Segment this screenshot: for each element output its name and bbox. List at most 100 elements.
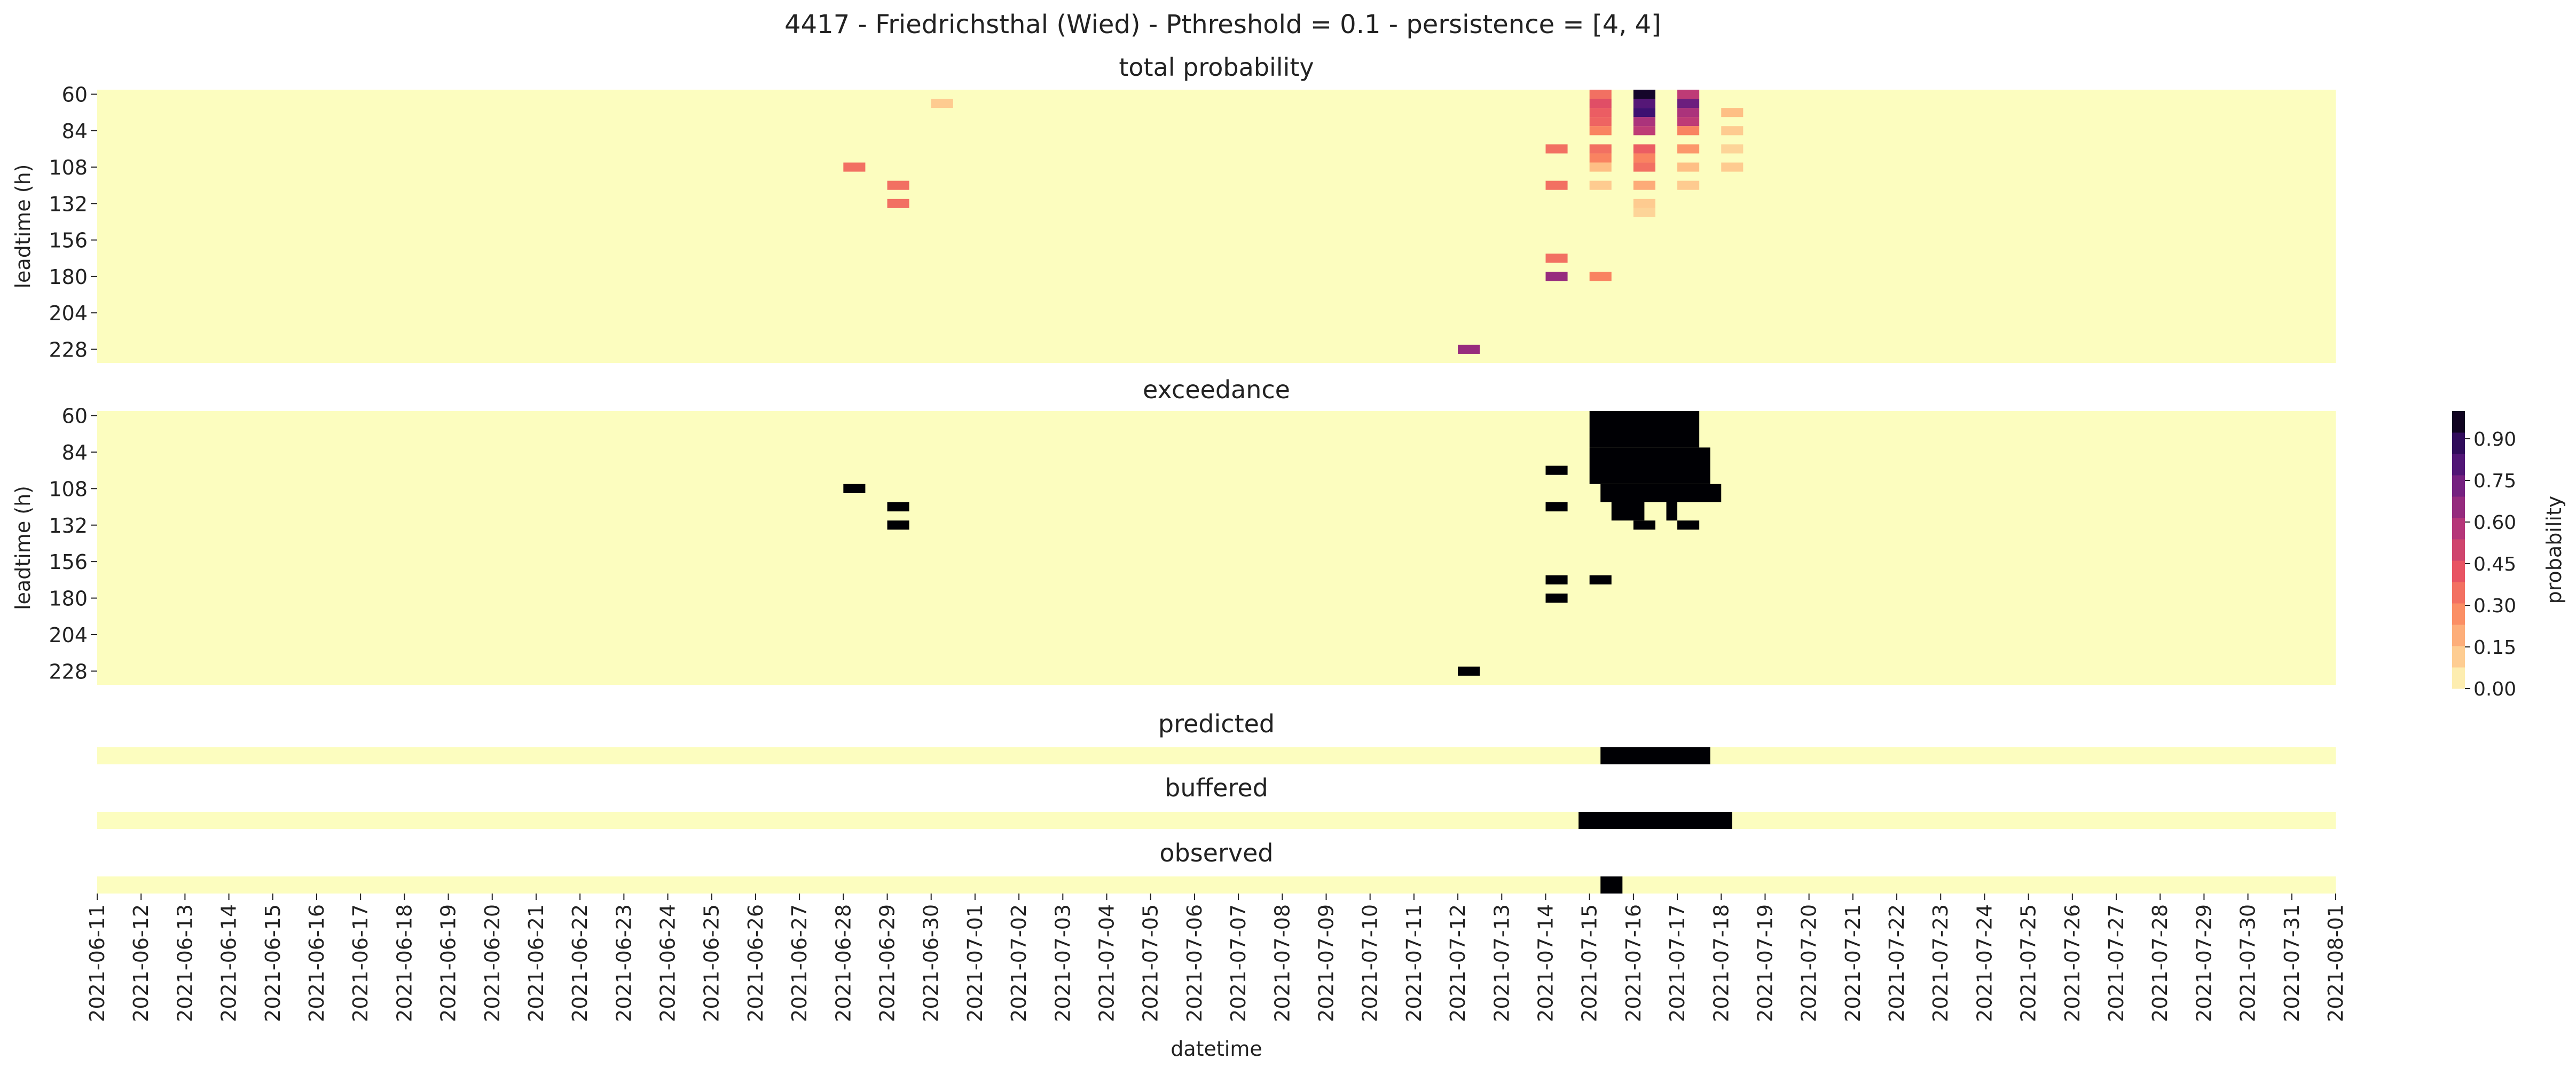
x-tick-label: 2021-07-30 (2236, 904, 2260, 1022)
heatmap-cell (1589, 99, 1612, 108)
heatmap-cell (1589, 126, 1612, 136)
x-tick-label: 2021-07-16 (1622, 904, 1645, 1022)
heatmap-cell (887, 502, 909, 512)
heatmap-cell (1721, 126, 1743, 136)
x-tick-label: 2021-07-06 (1183, 904, 1206, 1022)
heatmap-cell (843, 484, 866, 493)
y-axis-label: leadtime (h) (11, 486, 35, 610)
colorbar-tick-label: 0.15 (2473, 637, 2516, 659)
x-tick-label: 2021-06-15 (261, 904, 285, 1022)
heatmap-cell (1633, 162, 1655, 172)
y-tick-label: 204 (49, 302, 88, 325)
colorbar-label: probability (2542, 496, 2566, 604)
y-tick-label: 108 (49, 156, 88, 179)
heatmap-cell (1545, 144, 1568, 154)
heatmap-cell (1633, 117, 1655, 127)
event-segment (1578, 812, 1732, 829)
heatmap-cell (1633, 208, 1655, 217)
x-tick-label: 2021-06-28 (831, 904, 855, 1022)
x-tick-label: 2021-07-12 (1446, 904, 1470, 1022)
colorbar-tick-label: 0.30 (2473, 595, 2516, 617)
x-tick-label: 2021-07-09 (1314, 904, 1338, 1022)
x-tick-label: 2021-07-29 (2192, 904, 2216, 1022)
colorbar-level (2452, 625, 2465, 646)
y-tick-label: 180 (49, 265, 88, 289)
x-tick-label: 2021-07-17 (1666, 904, 1689, 1022)
colorbar: 0.00 0.15 0.30 0.45 0.60 0.75 0.90 probability (2452, 411, 2566, 700)
heatmap-cell (1677, 144, 1700, 154)
heatmap-cell (1589, 575, 1612, 584)
y-tick-label: 84 (62, 120, 88, 143)
colorbar-level (2452, 475, 2465, 497)
heatmap-cell (1633, 99, 1655, 108)
heatmap-cell (1633, 520, 1655, 530)
panel-title: total probability (1119, 53, 1314, 82)
x-tick-label: 2021-07-21 (1841, 904, 1865, 1022)
x-tick-label: 2021-06-14 (217, 904, 241, 1022)
x-tick-label: 2021-07-23 (1929, 904, 1952, 1022)
panel-background (97, 90, 2336, 363)
colorbar-tick-label: 0.75 (2473, 470, 2516, 492)
heatmap-cell (1633, 199, 1655, 208)
colorbar-level (2452, 603, 2465, 625)
heatmap-cell (1633, 90, 1655, 99)
heatmap-cell (1677, 520, 1700, 530)
heatmap-cell (1633, 108, 1655, 117)
x-tick-label: 2021-07-15 (1578, 904, 1601, 1022)
heatmap-block (1589, 411, 1700, 448)
heatmap-cell (1633, 126, 1655, 136)
x-tick-label: 2021-07-26 (2061, 904, 2084, 1022)
x-tick-label: 2021-07-25 (2017, 904, 2040, 1022)
panel-background (97, 747, 2336, 764)
heatmap-cell (1589, 153, 1612, 163)
y-axis-label: leadtime (h) (11, 164, 35, 288)
colorbar-tick-label: 0.45 (2473, 554, 2516, 575)
heatmap-cell (1545, 575, 1568, 584)
x-tick-label: 2021-07-11 (1402, 904, 1426, 1022)
x-tick-label: 2021-07-27 (2104, 904, 2128, 1022)
heatmap-cell (1545, 254, 1568, 263)
heatmap-cell (1721, 108, 1743, 117)
heatmap-block (1611, 502, 1645, 521)
x-tick-label: 2021-06-30 (920, 904, 943, 1022)
x-tick-label: 2021-07-01 (963, 904, 987, 1022)
heatmap-cell (1458, 344, 1480, 354)
y-tick-label: 84 (62, 441, 88, 464)
x-tick-label: 2021-08-01 (2324, 904, 2347, 1022)
heatmap-block (1666, 502, 1678, 521)
heatmap-block (1600, 484, 1722, 502)
heatmap-cell (1545, 502, 1568, 512)
x-tick-label: 2021-06-12 (129, 904, 153, 1022)
x-tick-label: 2021-06-26 (744, 904, 767, 1022)
heatmap-cell (1677, 117, 1700, 127)
x-tick-label: 2021-06-21 (524, 904, 548, 1022)
colorbar-level (2452, 432, 2465, 454)
colorbar-level (2452, 496, 2465, 518)
heatmap-cell (887, 520, 909, 530)
y-tick-label: 132 (49, 514, 88, 538)
x-tick-label: 2021-07-19 (1753, 904, 1777, 1022)
colorbar-tick-label: 0.00 (2473, 678, 2516, 700)
x-tick-label: 2021-07-04 (1095, 904, 1119, 1022)
x-tick-label: 2021-07-07 (1227, 904, 1250, 1022)
colorbar-level (2452, 646, 2465, 668)
y-tick-label: 156 (49, 229, 88, 252)
y-tick-label: 228 (49, 660, 88, 683)
x-axis-label: datetime (1171, 1037, 1262, 1061)
heatmap-cell (1589, 117, 1612, 127)
heatmap-cell (1458, 666, 1480, 676)
x-tick-label: 2021-07-31 (2280, 904, 2304, 1022)
x-tick-label: 2021-06-27 (788, 904, 811, 1022)
panel-background (97, 411, 2336, 685)
colorbar-level (2452, 454, 2465, 476)
panel-buffered: buffered (97, 773, 2336, 829)
x-tick-label: 2021-07-05 (1139, 904, 1163, 1022)
heatmap-cell (1545, 465, 1568, 475)
heatmap-cell (1545, 594, 1568, 603)
x-tick-label: 2021-07-02 (1007, 904, 1031, 1022)
x-tick-label: 2021-07-24 (1973, 904, 1996, 1022)
heatmap-block (1589, 447, 1710, 484)
panel-title: buffered (1165, 773, 1268, 802)
heatmap-cell (1721, 144, 1743, 154)
x-tick-label: 2021-06-16 (305, 904, 328, 1022)
